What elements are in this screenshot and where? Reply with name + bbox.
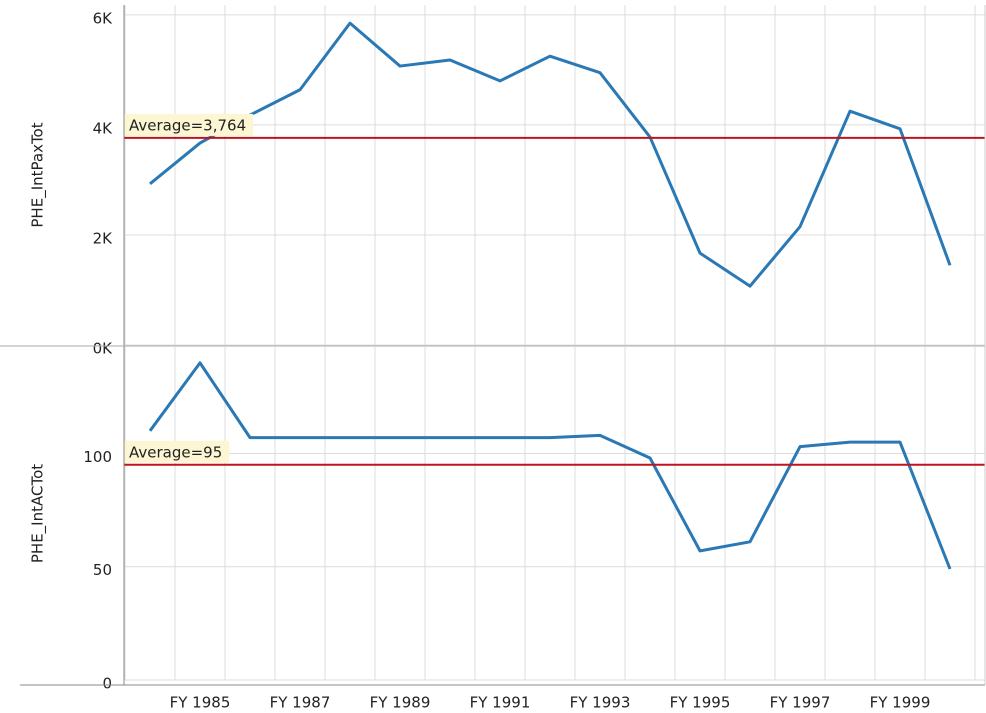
y-tick-label: 0K — [93, 340, 114, 358]
x-tick-label: FY 1997 — [770, 694, 831, 712]
average-label: Average=95 — [129, 443, 222, 461]
x-tick-label: FY 1985 — [170, 694, 231, 712]
x-tick-label: FY 1993 — [570, 694, 631, 712]
y-tick-label: 4K — [93, 119, 114, 137]
x-tick-label: FY 1991 — [470, 694, 531, 712]
x-tick-label: FY 1999 — [870, 694, 931, 712]
average-label: Average=3,764 — [129, 116, 246, 134]
x-tick-label: FY 1989 — [370, 694, 431, 712]
line-series — [149, 21, 952, 288]
average-label-bg — [124, 113, 254, 136]
average-label-bg — [124, 440, 230, 463]
x-tick-label: FY 1987 — [270, 694, 331, 712]
y-tick-label: 2K — [93, 229, 114, 247]
y-tick-label: 50 — [93, 561, 112, 579]
y-axis-title: PHE_IntACTot — [29, 464, 48, 563]
y-tick-label: 0 — [102, 675, 112, 693]
y-axis-title: PHE_IntPaxTot — [29, 122, 48, 227]
x-tick-label: FY 1995 — [670, 694, 731, 712]
y-tick-label: 100 — [83, 448, 112, 466]
line-series — [148, 361, 952, 570]
y-tick-label: 6K — [93, 9, 114, 27]
